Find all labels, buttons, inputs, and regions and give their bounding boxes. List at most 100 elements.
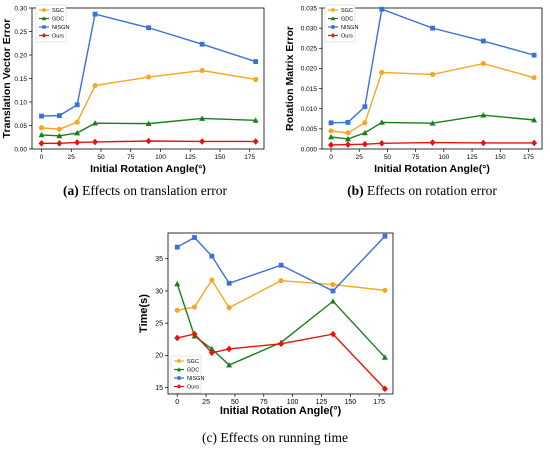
data-point-sgc: [531, 75, 537, 81]
x-axis-label: Initial Rotation Angle(°): [90, 163, 206, 175]
data-point-gdc: [92, 120, 99, 126]
data-point-gdc: [378, 119, 385, 125]
caption-c-text: Effects on running time: [220, 430, 348, 445]
legend-marker-sgc: [331, 8, 335, 12]
data-point-sgc: [480, 61, 486, 67]
x-tick-label: 125: [316, 399, 328, 406]
x-tick-label: 125: [185, 154, 196, 161]
caption-c-tag: (c): [202, 430, 217, 445]
data-point-ours: [381, 385, 388, 393]
legend-label-ours: Ours: [187, 385, 199, 391]
data-point-nisgn: [379, 6, 385, 12]
data-point-ours: [278, 340, 285, 348]
legend-marker-sgc: [177, 359, 181, 363]
data-point-ours: [74, 139, 81, 146]
y-tick-label: 0.025: [301, 46, 318, 53]
caption-b-tag: (b): [347, 183, 364, 198]
series-nisgn: [328, 6, 537, 126]
data-point-ours: [145, 137, 152, 145]
data-point-gdc: [199, 115, 206, 121]
legend-marker-nisgn: [331, 25, 335, 29]
data-point-nisgn: [330, 288, 336, 294]
data-point-sgc: [278, 278, 284, 284]
legend: SGC GDC NISGN Ours: [170, 355, 204, 394]
x-tick-label: 100: [287, 399, 299, 406]
data-point-gdc: [208, 345, 215, 352]
series-sgc: [328, 61, 537, 136]
data-point-nisgn: [430, 25, 435, 31]
data-point-nisgn: [209, 253, 215, 259]
data-point-nisgn: [74, 102, 80, 108]
data-point-nisgn: [480, 38, 486, 44]
data-point-sgc: [38, 125, 45, 131]
caption-c: (c) Effects on running time: [165, 430, 385, 446]
x-tick-label: 125: [467, 154, 478, 161]
data-point-nisgn: [199, 41, 205, 47]
series-ours: [328, 139, 538, 149]
x-tick-label: 50: [97, 154, 105, 161]
x-tick-label: 50: [384, 154, 392, 161]
data-point-sgc: [199, 67, 205, 74]
data-point-sgc: [191, 304, 198, 310]
data-point-gdc: [56, 132, 63, 139]
x-tick-label: 175: [244, 154, 255, 161]
data-point-sgc: [146, 74, 152, 80]
chart-translation-error: 0 25 50 75 100 125 150 175 0.00 0.05 0.10 0.15 0.20 0…: [1, 4, 265, 175]
x-tick-label: 75: [260, 399, 268, 406]
legend-label-sgc: SGC: [341, 8, 353, 14]
y-tick-label: 0.030: [301, 25, 318, 32]
y-tick-label: 0.00: [14, 146, 27, 153]
x-tick-label: 25: [202, 399, 210, 406]
data-point-ours: [199, 138, 206, 145]
data-point-ours: [531, 139, 538, 147]
y-tick-label: 25: [155, 320, 163, 327]
series-gdc: [38, 115, 259, 139]
caption-a-text: Effects on translation error: [82, 183, 227, 198]
caption-a-tag: (a): [63, 183, 79, 198]
data-point-ours: [429, 139, 436, 146]
x-tick-label: 150: [344, 399, 356, 406]
legend-marker-ours: [330, 33, 336, 38]
data-point-gdc: [252, 117, 259, 123]
caption-b-text: Effects on rotation error: [367, 183, 497, 198]
caption-b: (b) Effects on rotation error: [312, 183, 532, 199]
legend-marker-nisgn: [177, 376, 181, 380]
legend: SGC GDC NISGN Ours: [35, 4, 69, 43]
data-point-nisgn: [382, 233, 388, 239]
y-tick-label: 0.010: [301, 106, 318, 113]
y-tick-label: 0.05: [14, 123, 27, 130]
data-point-ours: [38, 140, 45, 147]
y-tick-label: 20: [155, 353, 163, 360]
data-point-ours: [480, 139, 487, 147]
legend-label-ours: Ours: [52, 34, 64, 40]
chart-panel-running-time: 0 25 50 75 100 125 150 175 15 20 25 30 35 Initial Rot…: [130, 228, 400, 418]
data-point-ours: [344, 141, 351, 148]
y-tick-label: 0.015: [301, 86, 318, 93]
data-point-gdc: [429, 120, 436, 126]
legend-marker-ours: [176, 384, 182, 389]
y-tick-label: 0.15: [14, 76, 27, 83]
series-ours: [38, 137, 259, 147]
data-point-gdc: [226, 362, 233, 368]
data-point-gdc: [381, 354, 388, 360]
x-axis-label: Initial Rotation Angle(°): [374, 163, 490, 175]
legend-label-gdc: GDC: [187, 368, 199, 374]
y-axis-label: Time(s): [138, 294, 150, 333]
data-point-nisgn: [278, 262, 284, 268]
legend: SGC GDC NISGN Ours: [324, 4, 358, 43]
data-point-nisgn: [226, 280, 232, 286]
legend-label-sgc: SGC: [52, 8, 64, 14]
data-point-sgc: [430, 71, 436, 78]
data-point-gdc: [145, 120, 152, 127]
y-tick-label: 35: [155, 256, 163, 263]
data-point-sgc: [174, 307, 180, 313]
data-point-ours: [330, 330, 336, 338]
data-point-nisgn: [345, 120, 351, 125]
legend-marker-nisgn: [42, 25, 46, 29]
data-point-gdc: [174, 280, 181, 287]
legend-marker-ours: [41, 33, 47, 38]
data-point-sgc: [330, 281, 336, 288]
data-point-nisgn: [362, 104, 368, 110]
x-axis-label: Initial Rotation Angle(°): [220, 405, 342, 417]
data-point-ours: [208, 349, 215, 357]
